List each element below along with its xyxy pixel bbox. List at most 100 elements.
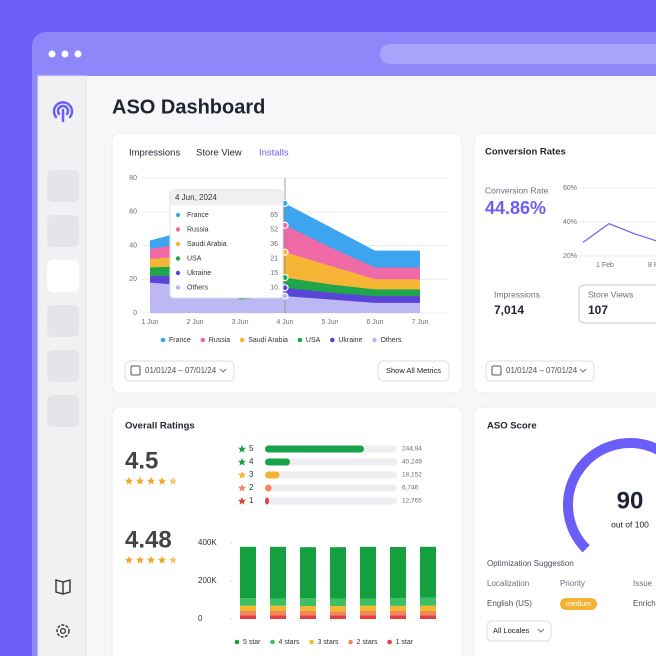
- card-title: ASO Score: [487, 421, 537, 432]
- y-tick-label: 60: [129, 209, 137, 216]
- legend-marker: [309, 639, 314, 645]
- y-tick-label: 40: [129, 242, 137, 249]
- date-picker[interactable]: [485, 360, 595, 382]
- bar-track: [265, 497, 397, 505]
- legend-label: Russia: [209, 337, 231, 344]
- bar-segment: [360, 598, 376, 606]
- y-tick-label: 200K: [198, 576, 217, 585]
- bar-segment: [270, 605, 286, 612]
- y-tick-label: 0: [198, 614, 203, 623]
- bar-segment: [270, 546, 286, 599]
- count-label: 6,746: [402, 485, 419, 492]
- bar-segment: [240, 546, 256, 599]
- legend-label: France: [169, 337, 191, 344]
- tooltip-marker: [175, 227, 181, 232]
- nav-item[interactable]: [47, 305, 79, 337]
- gear-hub: [59, 627, 67, 635]
- tab[interactable]: Store View: [196, 148, 242, 159]
- settings-icon[interactable]: [56, 624, 70, 638]
- nav-item[interactable]: [47, 395, 79, 427]
- y-tick-label: 40%: [563, 219, 577, 226]
- bar-track: [265, 458, 397, 466]
- bar: [265, 497, 269, 505]
- tooltip-marker: [175, 270, 181, 276]
- bar-segment: [390, 546, 406, 599]
- bar-segment: [390, 611, 406, 616]
- bar-segment: [300, 615, 316, 619]
- date-picker[interactable]: [124, 360, 235, 382]
- bar-segment: [240, 605, 256, 612]
- legend-label: 1 star: [396, 639, 414, 646]
- tooltip-label: Others: [187, 284, 209, 291]
- section-title: Optimization Suggestion: [487, 559, 574, 568]
- tooltip-label: Russia: [187, 226, 209, 233]
- stat-box[interactable]: [578, 284, 656, 324]
- bar-segment: [390, 598, 406, 606]
- logo[interactable]: [52, 101, 74, 123]
- count-label: 18,152: [402, 472, 422, 479]
- bar-segment: [240, 611, 256, 616]
- column-header: Priority: [560, 579, 585, 588]
- legend-marker: [234, 639, 240, 645]
- legend-marker: [297, 337, 303, 343]
- count-label: 244,94: [402, 446, 422, 453]
- docs-icon[interactable]: [55, 579, 71, 595]
- priority-badge: [560, 598, 597, 610]
- y-tick-label: 20%: [563, 253, 577, 260]
- date-range: 01/01/24 – 07/01/24: [145, 366, 217, 375]
- legend-marker: [270, 639, 275, 645]
- count-label: 40,249: [402, 459, 422, 466]
- tooltip-title: 4 Jun, 2024: [175, 193, 217, 202]
- y-tick-label: 20: [129, 276, 137, 283]
- x-tick-label: 5 Jun: [321, 319, 338, 326]
- address-bar[interactable]: [380, 44, 656, 64]
- dropdown[interactable]: [486, 620, 552, 642]
- column-header: Issue: [633, 579, 653, 588]
- button[interactable]: [377, 360, 450, 382]
- bar-segment: [240, 598, 256, 606]
- tab-active[interactable]: Installs: [259, 148, 289, 159]
- date-range: 01/01/24 – 07/01/24: [506, 366, 578, 375]
- legend-marker: [200, 337, 206, 343]
- tab[interactable]: Impressions: [129, 148, 180, 159]
- legend-marker: [239, 337, 245, 343]
- nav-item[interactable]: [47, 215, 79, 247]
- legend-marker: [387, 639, 392, 645]
- score-caption: out of 100: [611, 519, 649, 529]
- legend-label: 2 stars: [357, 639, 379, 646]
- tooltip-value: 36: [270, 241, 278, 248]
- bar-segment: [330, 598, 346, 607]
- bar-segment: [330, 611, 346, 616]
- bar-segment: [360, 605, 376, 612]
- count-label: 12,765: [402, 498, 422, 505]
- tooltip-label: France: [187, 212, 209, 219]
- x-tick-label: 1 Feb: [596, 262, 614, 269]
- x-tick-label: 6 Jun: [366, 319, 383, 326]
- gear: [56, 624, 70, 638]
- column-header: Localization: [487, 579, 529, 588]
- bar: [265, 458, 291, 466]
- tooltip: [169, 189, 284, 299]
- nav-item[interactable]: [47, 350, 79, 382]
- x-tick-label: 3 Jun: [231, 319, 248, 326]
- bar-segment: [270, 611, 286, 616]
- bar: [265, 471, 280, 479]
- bar-segment: [360, 546, 376, 599]
- bar: [265, 445, 364, 453]
- nav-item[interactable]: [47, 170, 79, 202]
- legend-label: 5 star: [243, 639, 261, 646]
- chevron: [219, 368, 227, 373]
- y-tick-label: 0: [133, 310, 137, 317]
- legend-marker: [160, 337, 166, 343]
- bar-segment: [420, 615, 436, 619]
- cell: medium: [566, 601, 591, 608]
- nav-item-active[interactable]: [47, 260, 79, 292]
- legend-label: 4 stars: [279, 639, 301, 646]
- bar-segment: [420, 611, 436, 616]
- stat-label: Store Views: [588, 289, 633, 299]
- tooltip-marker: [175, 212, 181, 218]
- cell: English (US): [487, 599, 532, 608]
- bar-segment: [420, 546, 436, 598]
- stat-label: Impressions: [494, 289, 540, 299]
